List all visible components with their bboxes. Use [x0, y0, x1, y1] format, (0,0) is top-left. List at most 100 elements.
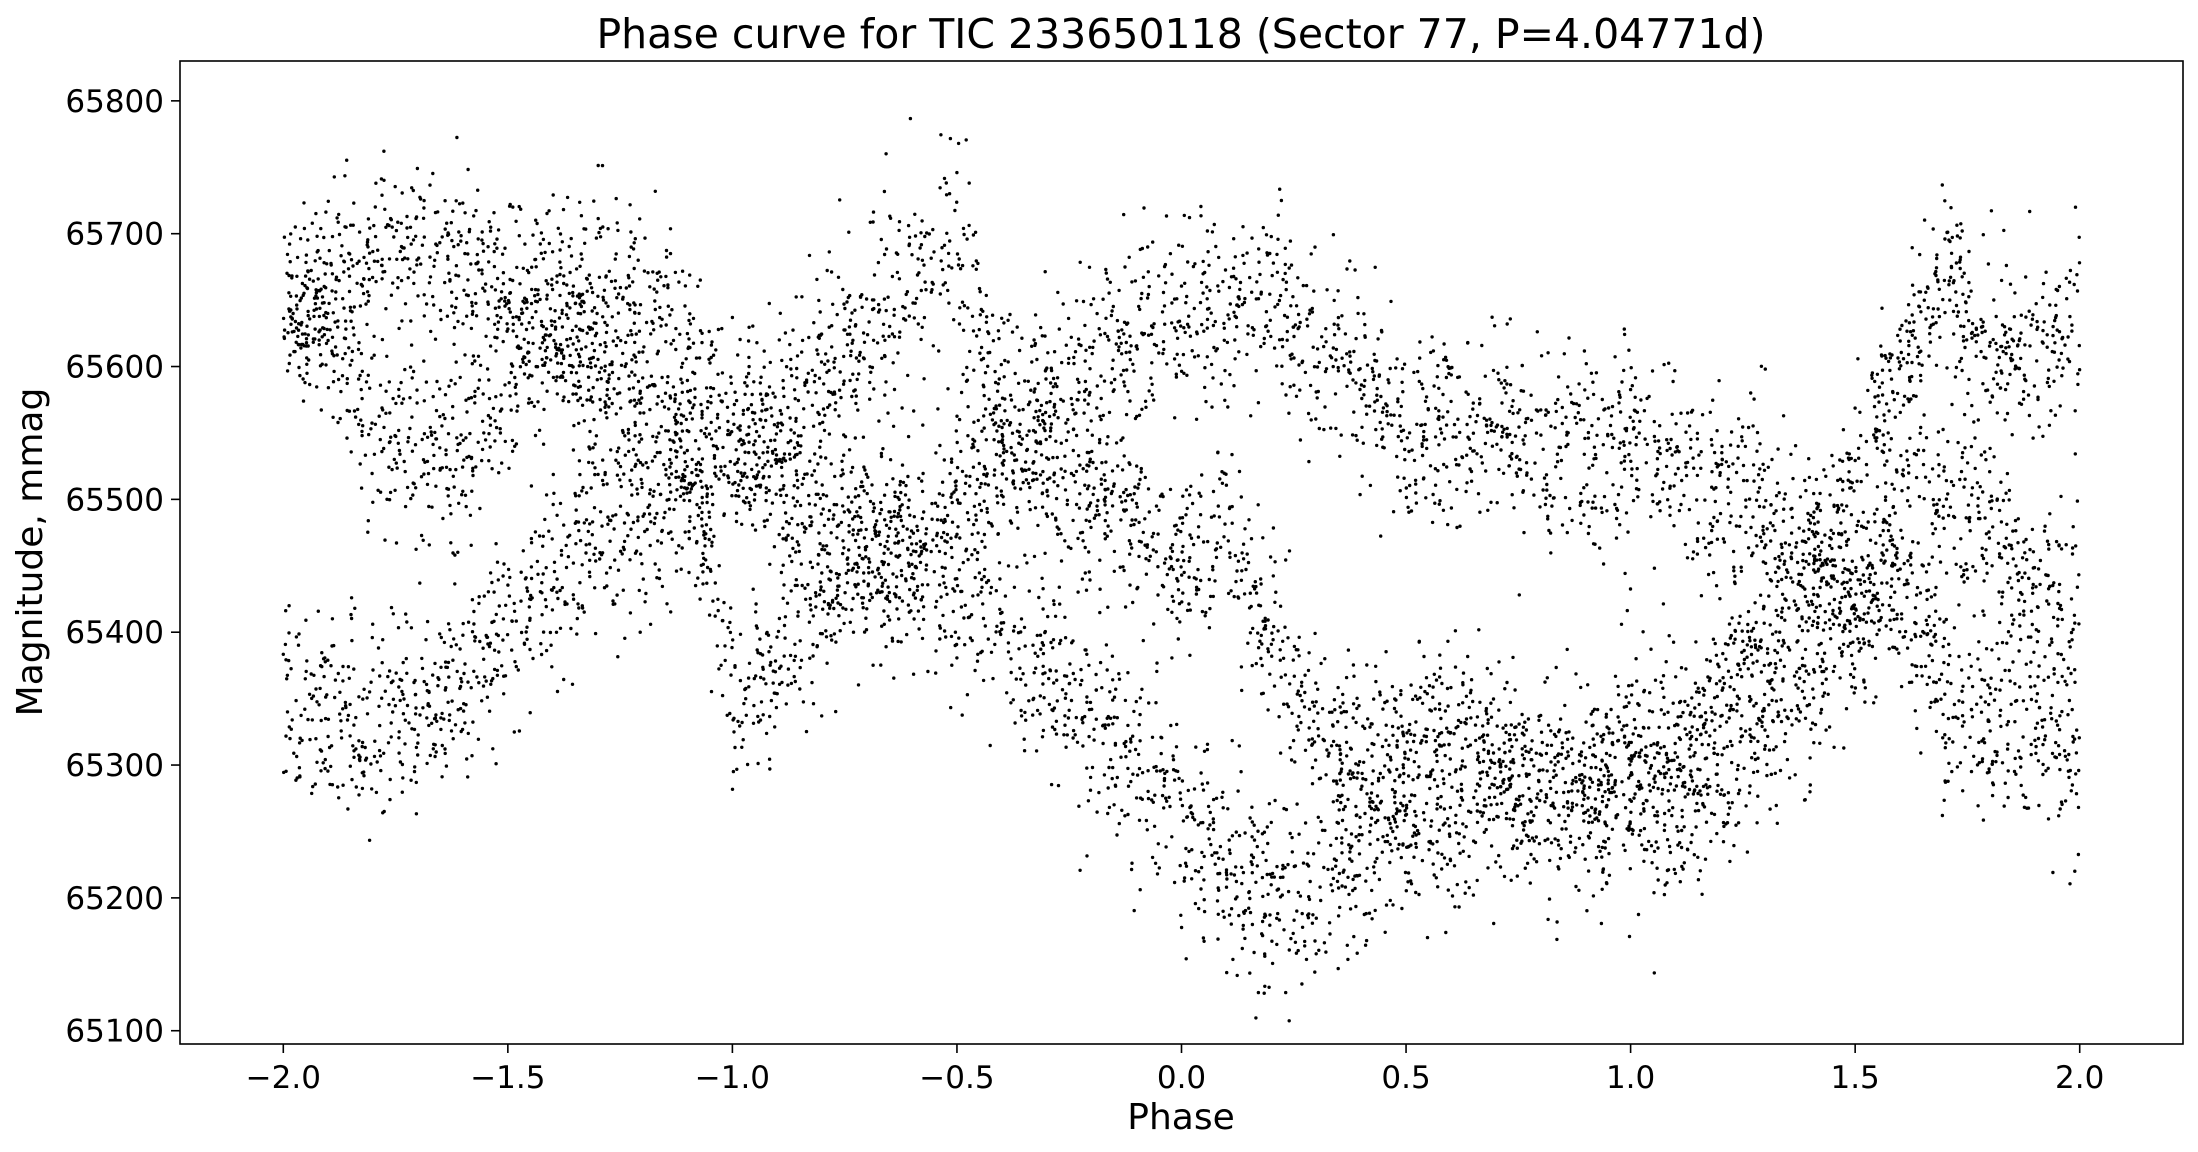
data-point [284, 734, 288, 738]
data-point [1981, 609, 1985, 613]
data-point [1557, 728, 1562, 732]
data-point [1004, 477, 1009, 481]
data-point [2004, 491, 2008, 495]
data-point [1798, 676, 1802, 680]
data-point [394, 401, 398, 406]
data-point [1689, 840, 1693, 845]
data-point [2072, 737, 2077, 741]
data-point [1294, 394, 1299, 398]
data-point [1088, 788, 1093, 792]
data-point [917, 554, 921, 558]
data-point [1456, 417, 1460, 421]
data-point [1585, 909, 1589, 913]
data-point [667, 507, 672, 511]
data-point [2031, 566, 2036, 570]
data-point [1990, 759, 1995, 764]
data-point [330, 349, 334, 353]
data-point [538, 590, 543, 594]
data-point [1380, 410, 1385, 414]
data-point [1583, 756, 1588, 760]
data-point [670, 308, 674, 312]
data-point [578, 312, 583, 316]
data-point [952, 318, 956, 322]
data-point [507, 381, 511, 385]
data-point [934, 605, 938, 609]
data-point [1415, 828, 1420, 833]
data-point [1408, 722, 1412, 727]
data-point [1597, 812, 1602, 816]
data-point [1067, 681, 1072, 686]
data-point [1106, 786, 1110, 790]
data-point [1970, 493, 1974, 497]
data-point [1126, 812, 1130, 817]
data-point [968, 636, 973, 640]
data-point [1510, 404, 1514, 409]
data-point [1818, 741, 1822, 745]
data-point [1596, 788, 1601, 792]
data-point [1899, 612, 1904, 616]
data-point [958, 536, 962, 540]
data-point [851, 338, 855, 342]
data-point [304, 337, 309, 341]
data-point [494, 425, 499, 430]
data-point [388, 777, 392, 782]
data-point [1085, 700, 1089, 704]
data-point [1111, 765, 1115, 770]
data-point [749, 403, 754, 407]
data-point [1245, 251, 1249, 255]
data-point [680, 546, 684, 550]
data-point [1305, 324, 1310, 328]
data-point [1741, 463, 1746, 468]
data-point [1605, 803, 1609, 808]
data-point [2046, 766, 2050, 770]
data-point [1417, 892, 1421, 897]
data-point [1751, 770, 1756, 775]
data-point [2046, 675, 2051, 679]
data-point [568, 336, 573, 341]
data-point [1749, 391, 1753, 395]
data-point [485, 695, 490, 699]
data-point [1347, 843, 1351, 847]
data-point [965, 693, 970, 697]
data-point [1803, 594, 1808, 599]
data-point [1548, 531, 1553, 535]
data-point [867, 571, 871, 575]
data-point [884, 308, 888, 313]
data-point [1233, 338, 1237, 342]
data-point [1682, 861, 1687, 865]
data-point [1085, 854, 1089, 858]
data-point [980, 585, 984, 589]
data-point [584, 518, 589, 522]
data-point [2076, 852, 2081, 857]
data-point [489, 682, 493, 686]
data-point [1517, 794, 1522, 799]
data-point [1117, 821, 1122, 826]
data-point [1683, 795, 1687, 799]
data-point [1052, 681, 1056, 685]
data-point [1168, 252, 1173, 256]
data-point [549, 643, 553, 647]
data-point [1841, 488, 1845, 492]
data-point [1270, 875, 1274, 879]
data-point [1881, 543, 1885, 547]
data-point [657, 568, 661, 572]
data-point [1666, 868, 1671, 872]
data-point [519, 599, 523, 603]
data-point [832, 366, 836, 370]
data-point [2033, 726, 2038, 730]
data-point [530, 265, 534, 269]
data-point [881, 322, 886, 326]
data-point [909, 529, 914, 533]
data-point [1150, 382, 1154, 386]
data-point [1388, 842, 1392, 847]
data-point [1770, 457, 1774, 462]
data-point [1975, 481, 1980, 485]
data-point [645, 527, 649, 532]
data-point [885, 597, 890, 601]
data-point [679, 365, 684, 369]
data-point [1124, 739, 1128, 744]
data-point [498, 431, 503, 435]
data-point [998, 630, 1002, 634]
data-point [1306, 913, 1310, 917]
data-point [1655, 457, 1660, 461]
